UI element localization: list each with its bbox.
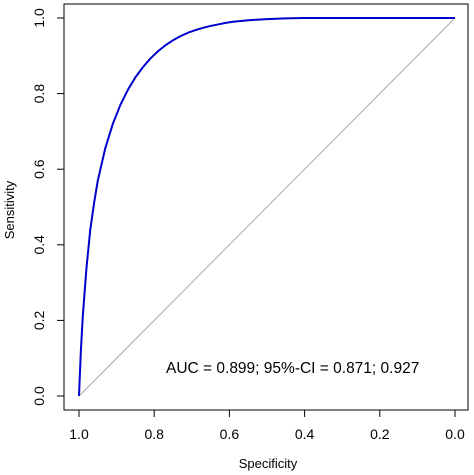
x-tick-label: 0.6 (220, 426, 240, 442)
roc-curve-line (78, 17, 455, 397)
reference-diagonal-line (78, 17, 456, 397)
x-tick-label: 0.8 (144, 426, 164, 442)
x-tick-label: 0.2 (370, 426, 390, 442)
x-tick-label: 1.0 (69, 426, 89, 442)
auc-annotation: AUC = 0.899; 95%-CI = 0.871; 0.927 (166, 360, 419, 377)
y-tick-label: 0.0 (31, 386, 47, 406)
x-tick-label: 0.0 (445, 426, 465, 442)
x-tick-label: 0.4 (295, 426, 315, 442)
y-axis-title: Sensitivity (2, 180, 17, 239)
y-tick-label: 0.4 (31, 235, 47, 255)
x-axis-title: Specificity (239, 456, 298, 471)
plot-frame (63, 3, 469, 411)
y-tick-label: 1.0 (31, 8, 47, 28)
y-tick-label: 0.2 (31, 310, 47, 330)
y-tick-label: 0.8 (31, 84, 47, 104)
y-tick-label: 0.6 (31, 159, 47, 179)
